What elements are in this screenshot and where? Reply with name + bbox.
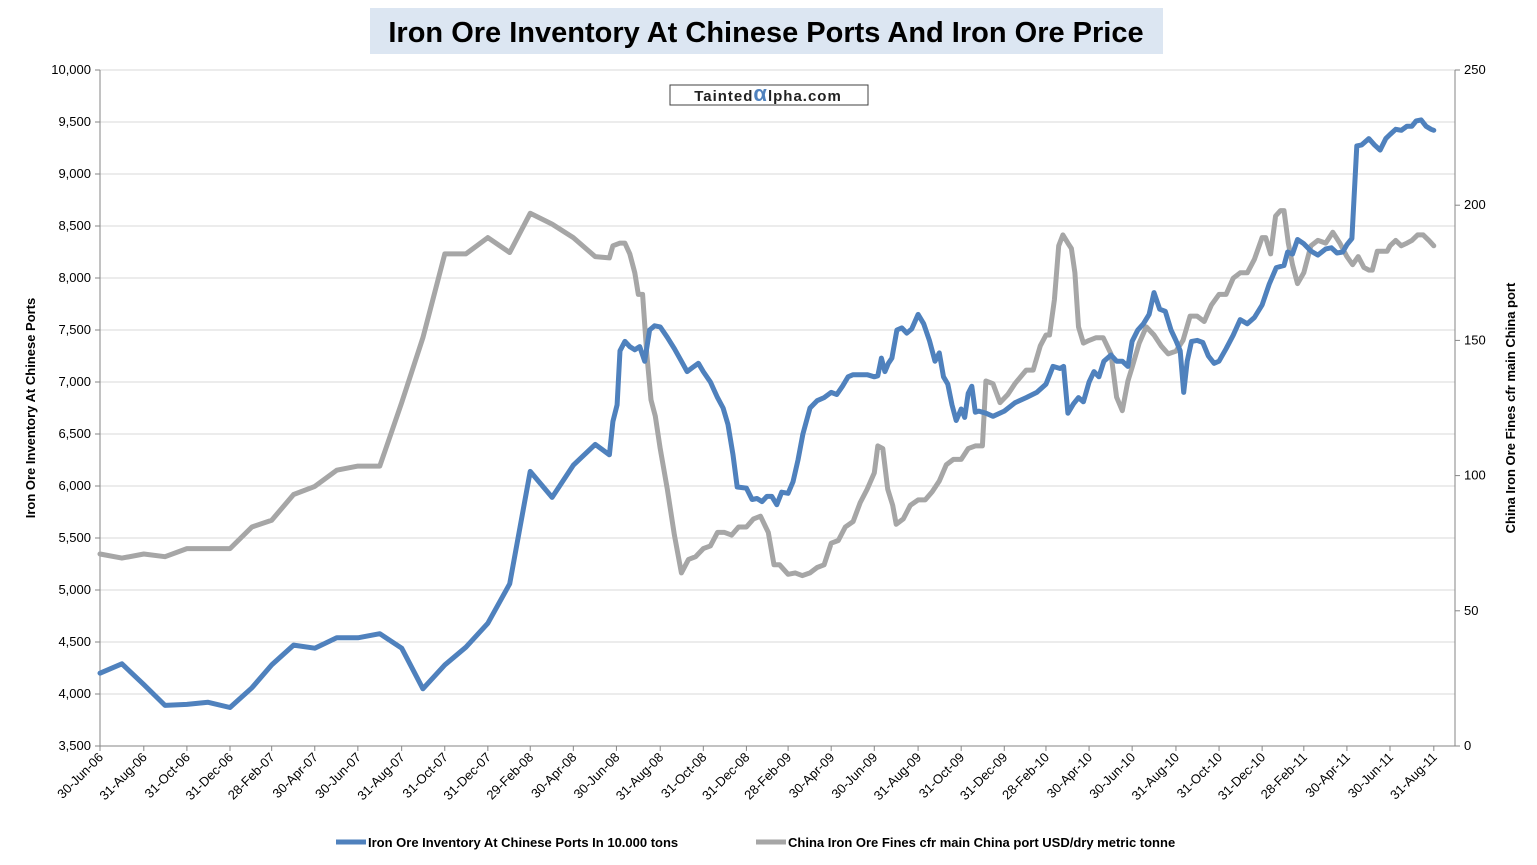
right-tick-label: 150 (1464, 332, 1486, 347)
watermark: Taintedαlpha.com (669, 81, 869, 106)
series-lines (97, 117, 1437, 710)
right-tick-label: 250 (1464, 62, 1486, 77)
right-tick-label: 0 (1464, 738, 1471, 753)
watermark-pre: Tainted (694, 88, 753, 105)
right-tick-label: 100 (1464, 468, 1486, 483)
chart-title-background (370, 8, 1163, 54)
left-tick-label: 8,500 (58, 218, 91, 233)
left-tick-label: 4,000 (58, 686, 91, 701)
left-tick-label: 3,500 (58, 738, 91, 753)
right-y-axis-title: China Iron Ore Fines cfr main China port (1503, 282, 1518, 533)
left-tick-label: 8,000 (58, 270, 91, 285)
left-y-axis-title: Iron Ore Inventory At Chinese Ports (23, 298, 38, 519)
left-tick-label: 10,000 (51, 62, 91, 77)
left-y-axis-ticks: 3,500 4,000 4,500 5,000 5,500 6,000 6,500 7,000… (51, 62, 100, 753)
legend: Iron Ore Inventory At Chinese Ports In 1… (336, 835, 1175, 850)
chart-title: Iron Ore Inventory At Chinese Ports And … (388, 17, 1143, 49)
left-tick-label: 7,500 (58, 322, 91, 337)
left-tick-label: 9,500 (58, 114, 91, 129)
watermark-post: lpha.com (768, 88, 842, 105)
series-line-price (97, 208, 1437, 579)
left-tick-label: 9,000 (58, 166, 91, 181)
gridlines (100, 69, 1455, 695)
right-tick-label: 50 (1464, 603, 1478, 618)
left-tick-label: 5,500 (58, 530, 91, 545)
left-tick-label: 6,500 (58, 426, 91, 441)
legend-label-price: China Iron Ore Fines cfr main China port… (788, 835, 1175, 850)
watermark-text: Taintedαlpha.com (694, 81, 842, 106)
left-tick-label: 4,500 (58, 634, 91, 649)
left-tick-label: 6,000 (58, 478, 91, 493)
axes (99, 70, 1456, 747)
right-tick-label: 200 (1464, 197, 1486, 212)
series-line-inventory (97, 117, 1437, 710)
watermark-box (669, 84, 869, 106)
legend-label-inventory: Iron Ore Inventory At Chinese Ports In 1… (368, 835, 678, 850)
right-y-axis-ticks: 0 50 100 150 200 250 (1455, 62, 1486, 753)
watermark-alpha: α (753, 81, 768, 106)
left-tick-label: 5,000 (58, 582, 91, 597)
left-tick-label: 7,000 (58, 374, 91, 389)
